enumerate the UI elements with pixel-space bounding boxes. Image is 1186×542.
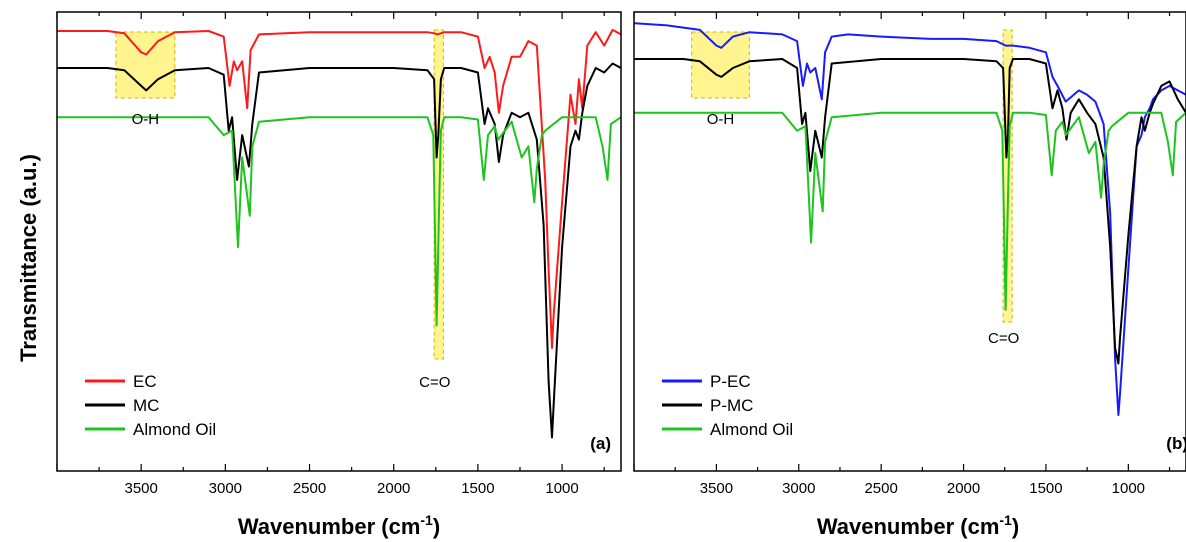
plot-frame	[56, 11, 622, 472]
annotation-box-oh	[115, 31, 176, 99]
x-tick-label: 1500	[1029, 480, 1062, 497]
x-tick-label: 3500	[124, 480, 157, 497]
panel-label: (a)	[590, 434, 611, 453]
x-tick-label: 1500	[461, 480, 494, 497]
x-tick-label: 2000	[377, 480, 410, 497]
y-axis-title: Transmittance (a.u.)	[16, 154, 41, 362]
legend-label: Almond Oil	[133, 420, 216, 439]
x-tick-label: 1000	[1112, 480, 1145, 497]
series-line-p-ec	[633, 22, 1186, 416]
series-line-ec	[57, 28, 622, 349]
plot-frame	[633, 11, 1186, 472]
x-axis-title: Wavenumber (cm-1)	[817, 512, 1019, 539]
series-line-mc	[57, 62, 622, 439]
x-axis-title: Wavenumber (cm-1)	[238, 512, 440, 539]
legend-label: Almond Oil	[710, 420, 793, 439]
panel-label: (b)	[1166, 434, 1186, 453]
x-tick-label: 3000	[209, 480, 242, 497]
annotation-label-oh: O-H	[132, 111, 160, 128]
annotation-label-co: C=O	[419, 374, 450, 391]
annotation-label-oh: O-H	[707, 111, 735, 128]
legend-label: P-EC	[710, 372, 751, 391]
x-tick-label: 1000	[545, 480, 578, 497]
x-tick-label: 3500	[700, 480, 733, 497]
panel-a: O-H C=O 3500 3000 2500 2000 1500 1000 Wavenumber…	[56, 11, 622, 539]
series-line-almond-oil	[57, 116, 622, 327]
legend-label: MC	[133, 396, 159, 415]
x-tick-label: 3000	[782, 480, 815, 497]
x-tick-label: 2500	[293, 480, 326, 497]
legend-label: P-MC	[710, 396, 753, 415]
x-tick-label: 2500	[864, 480, 897, 497]
series-line-p-mc	[634, 58, 1186, 365]
series-line-almond-oil	[634, 111, 1186, 311]
x-tick-label: 2000	[947, 480, 980, 497]
annotation-label-co: C=O	[988, 330, 1019, 347]
legend-label: EC	[133, 372, 157, 391]
panel-b: O-H C=O 3500 3000 2500 2000 1500 1000 Wavenumber…	[633, 11, 1186, 539]
